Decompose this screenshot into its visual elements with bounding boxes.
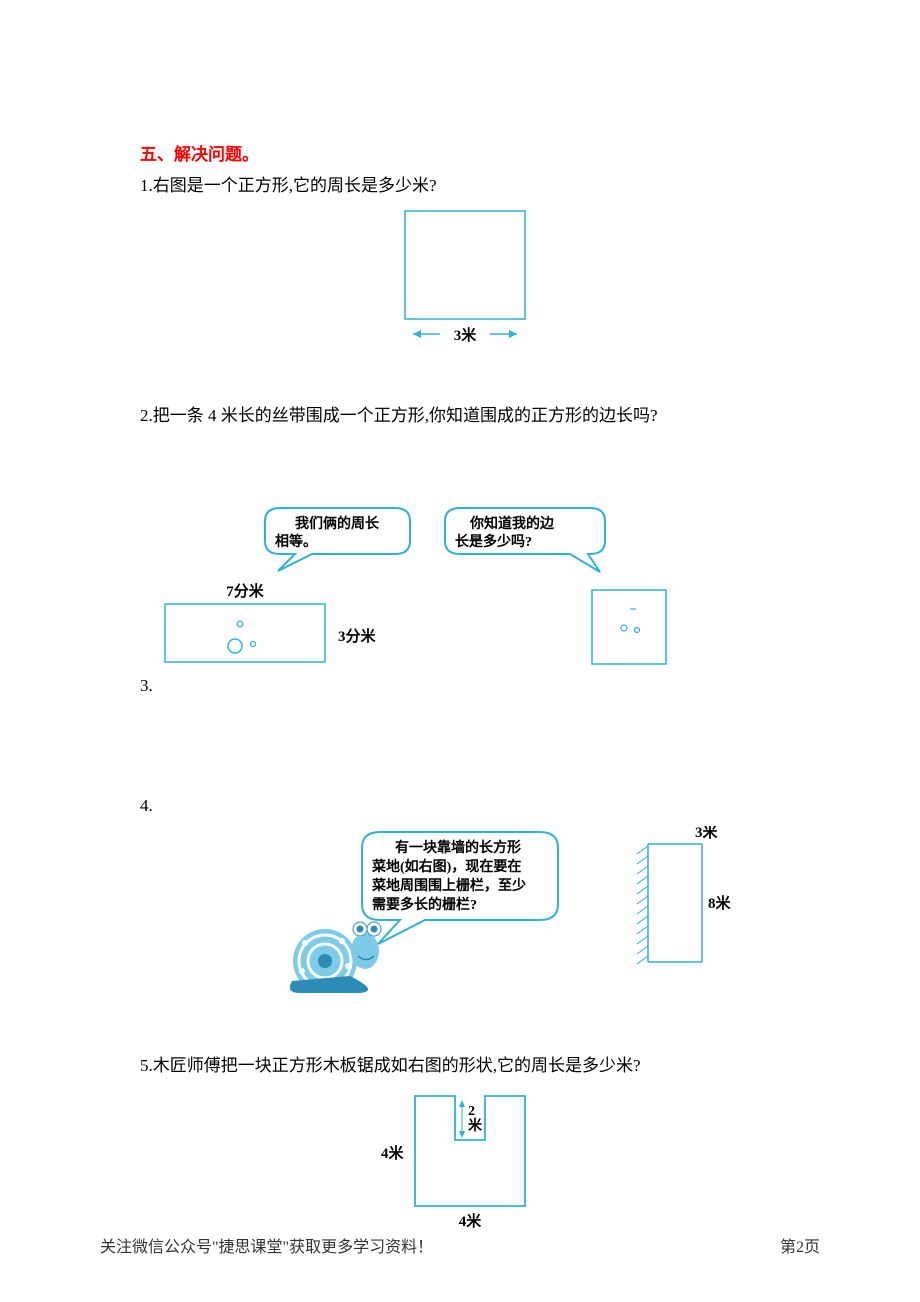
q4-bubble-l2: 菜地(如右图)，现在要在 (371, 858, 521, 875)
q5-bottom-label: 4米 (459, 1212, 483, 1230)
q1-figure: 3米 (140, 206, 790, 361)
q4-bubble-l4: 需要多长的栅栏? (372, 896, 477, 913)
q3-rect-h-label: 3分米 (338, 627, 377, 645)
q2-text: 2.把一条 4 米长的丝带围成一个正方形,你知道围成的正方形的边长吗? (140, 401, 790, 426)
footer-right: 第2页 (780, 1233, 820, 1257)
q1-text: 1.右图是一个正方形,它的周长是多少米? (140, 171, 790, 196)
q3-bubble-right-l2: 长是多少吗? (455, 533, 532, 550)
q4-w-label: 3米 (695, 826, 719, 841)
q5-notch-label-1: 2 (468, 1104, 475, 1119)
q4-bubble-l3: 菜地周围围上栅栏，至少 (371, 877, 526, 894)
q3-bubble-left-l1: 我们俩的周长 (295, 515, 380, 532)
q3-figure: 3. 我们俩的周长 相等。 你知道我的边 长是多少吗? 7分米 3分米 (140, 496, 790, 696)
footer-left: 关注微信公众号"捷思课堂"获取更多学习资料！ (100, 1233, 433, 1257)
q4-h-label: 8米 (708, 894, 732, 912)
q4-figure: 有一块靠墙的长方形 菜地(如右图)，现在要在 菜地周围围上栅栏，至少 需要多长的… (140, 826, 790, 996)
q3-rect-w-label: 7分米 (226, 582, 265, 600)
q5-notch-label-2: 米 (468, 1117, 483, 1134)
q5-text: 5.木匠师傅把一块正方形木板锯成如右图的形状,它的周长是多少米? (140, 1051, 790, 1076)
q3-bubble-left-l2: 相等。 (275, 533, 317, 550)
q1-dim-label: 3米 (454, 326, 478, 344)
q4-num: 4. (140, 796, 790, 816)
q4-bubble-l1: 有一块靠墙的长方形 (395, 839, 521, 856)
snail-icon (290, 922, 381, 993)
section-title: 五、解决问题。 (140, 140, 790, 165)
q5-side-label: 4米 (381, 1144, 405, 1162)
q3-bubble-right-l1: 你知道我的边 (469, 515, 555, 532)
q5-figure: 2 米 4米 4米 (140, 1086, 790, 1241)
